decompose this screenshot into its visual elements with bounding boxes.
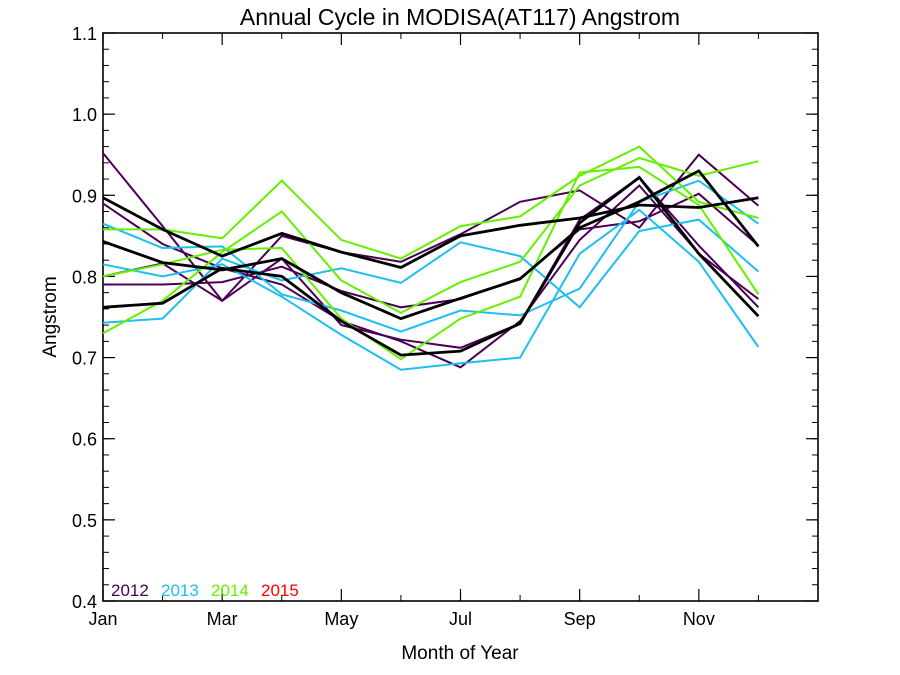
- series-line: [103, 192, 760, 309]
- y-tick-label: 0.9: [72, 186, 97, 206]
- series-line: [102, 196, 759, 269]
- y-tick-label: 0.8: [72, 267, 97, 287]
- x-tick-label: Jul: [449, 609, 472, 629]
- x-tick-label: Jan: [88, 609, 117, 629]
- plot-frame: [102, 32, 819, 602]
- y-tick-label: 1.1: [72, 24, 97, 44]
- legend: 2012 2013 2014 2015: [111, 581, 299, 600]
- x-tick-label: May: [324, 609, 358, 629]
- x-tick-label: Nov: [683, 609, 715, 629]
- legend-item: 2014: [211, 581, 249, 600]
- x-tick-labels: Jan Mar May Jul Sep Nov: [88, 609, 714, 629]
- series-line: [102, 208, 760, 371]
- legend-item: 2012: [111, 581, 149, 600]
- series-layer: [102, 145, 760, 371]
- y-tick-label: 1.0: [72, 105, 97, 125]
- series-line: [102, 152, 760, 303]
- series-line: [102, 169, 760, 321]
- y-tick-labels: 0.4 0.5 0.6 0.7 0.8 0.9 1.0 1.1: [72, 24, 97, 612]
- x-tick-label: Sep: [564, 609, 596, 629]
- y-tick-label: 0.4: [72, 592, 97, 612]
- legend-item: 2015: [261, 581, 299, 600]
- series-line: [103, 145, 759, 260]
- y-axis-label: Angstrom: [40, 276, 61, 357]
- axis-ticks: [102, 32, 818, 602]
- series-line: [102, 156, 759, 335]
- series-line: [102, 175, 760, 357]
- series-line: [102, 179, 759, 333]
- y-tick-label: 0.5: [72, 511, 97, 531]
- y-tick-label: 0.7: [72, 349, 97, 369]
- y-tick-label: 0.6: [72, 430, 97, 450]
- x-tick-label: Mar: [207, 609, 238, 629]
- x-axis-label: Month of Year: [401, 643, 519, 664]
- chart-title: Annual Cycle in MODISA(AT117) Angstrom: [240, 4, 680, 30]
- legend-item: 2013: [161, 581, 199, 600]
